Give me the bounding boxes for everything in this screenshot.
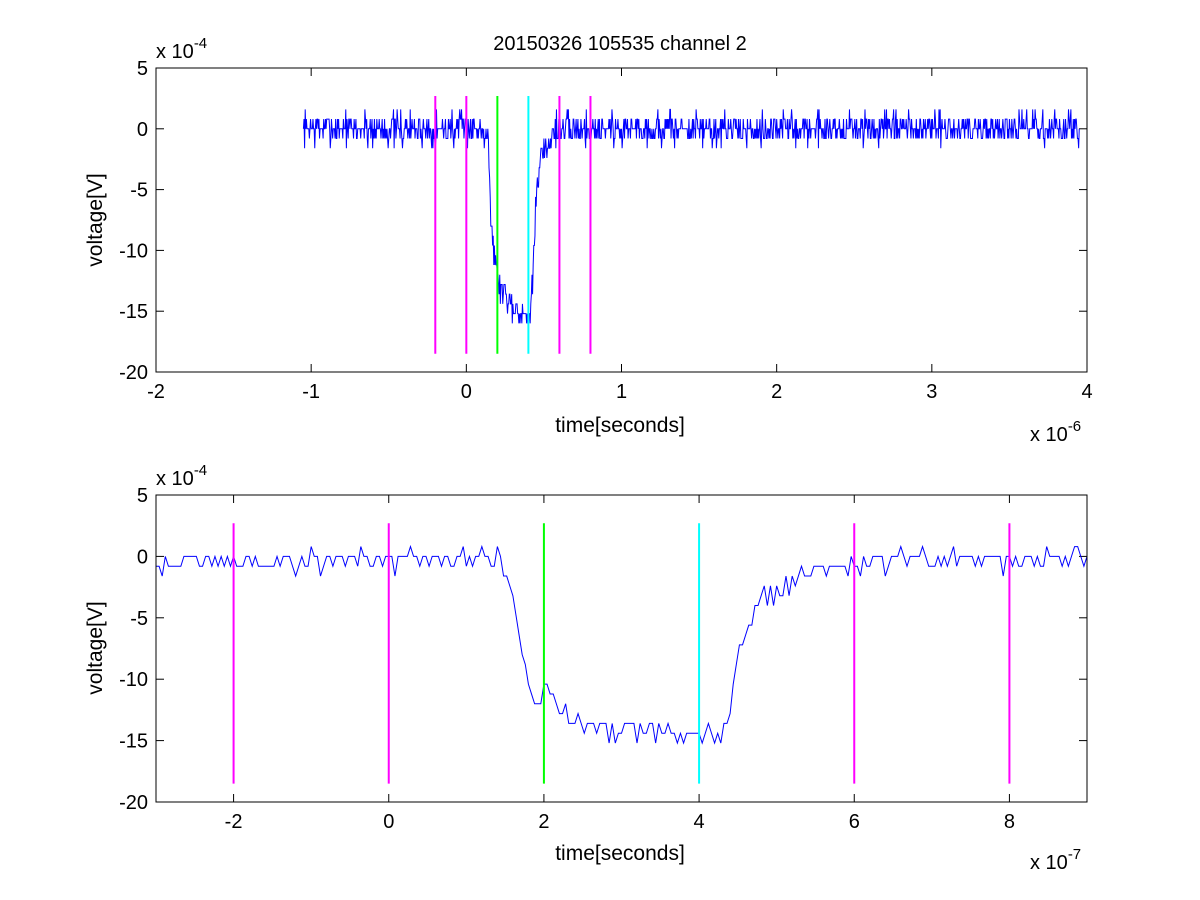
x-tick-label: -1 (302, 381, 320, 403)
bottom-subplot: -2 0 2 4 6 8 50-5-10-15-20 time[seconds] volt… (84, 462, 1088, 874)
x-tick-label: -2 (225, 811, 243, 833)
bottom-axes-box (155, 494, 1088, 803)
x-tick-label: -2 (147, 381, 165, 403)
y-tick-label: 5 (137, 58, 148, 80)
y-tick-label: -10 (119, 240, 148, 262)
x-tick-label: 2 (771, 381, 782, 403)
bottom-y-exponent: x 10-4 (156, 462, 207, 490)
top-subplot: 20150326 105535 channel 2 -2 -1 0 1 2 3 4 50-5… (84, 33, 1093, 446)
x-tick-label: 0 (461, 381, 472, 403)
bottom-y-tick-labels: 5 0 -5 -10 -15 -20 (119, 485, 148, 814)
y-tick-label: 0 (137, 119, 148, 141)
x-tick-label: 6 (849, 811, 860, 833)
x-tick-label: 0 (383, 811, 394, 833)
y-tick-label: -15 (119, 731, 148, 753)
bottom-x-exponent: x 10-7 (1030, 846, 1081, 874)
bottom-plot-area (156, 494, 1088, 803)
y-tick-label: -20 (119, 792, 148, 814)
bottom-x-tick-labels: -2 0 2 4 6 8 (225, 811, 1015, 833)
x-tick-label: 8 (1004, 811, 1015, 833)
x-tick-label: 3 (926, 381, 937, 403)
y-tick-label: -5 (130, 608, 148, 630)
top-x-axis-label: time[seconds] (555, 414, 685, 437)
y-tick-label: 0 (137, 546, 148, 568)
bottom-y-axis-label: voltage[V] (84, 601, 107, 694)
top-x-tick-labels: -2 -1 0 1 2 3 4 (147, 381, 1092, 403)
x-tick-label: 2 (538, 811, 549, 833)
y-tick-label: -10 (119, 669, 148, 691)
x-tick-label: 4 (694, 811, 705, 833)
x-tick-label: 4 (1081, 381, 1092, 403)
signal-trace (302, 108, 1080, 324)
x-tick-label: 1 (616, 381, 627, 403)
top-x-exponent: x 10-6 (1030, 418, 1081, 446)
chart-title: 20150326 105535 channel 2 (493, 33, 747, 55)
y-tick-label: -20 (119, 362, 148, 384)
y-tick-label: 5 (137, 485, 148, 507)
y-tick-label: -5 (130, 180, 148, 202)
top-y-axis-label: voltage[V] (84, 173, 107, 266)
top-y-exponent: x 10-4 (156, 35, 207, 63)
y-tick-label: -15 (119, 301, 148, 323)
top-plot-area (155, 67, 1088, 373)
bottom-x-axis-label: time[seconds] (555, 842, 685, 865)
signal-trace (156, 544, 1088, 745)
top-y-tick-labels: 5 0 -5 -10 -15 -20 (119, 58, 148, 384)
top-axes-box (155, 67, 1088, 373)
